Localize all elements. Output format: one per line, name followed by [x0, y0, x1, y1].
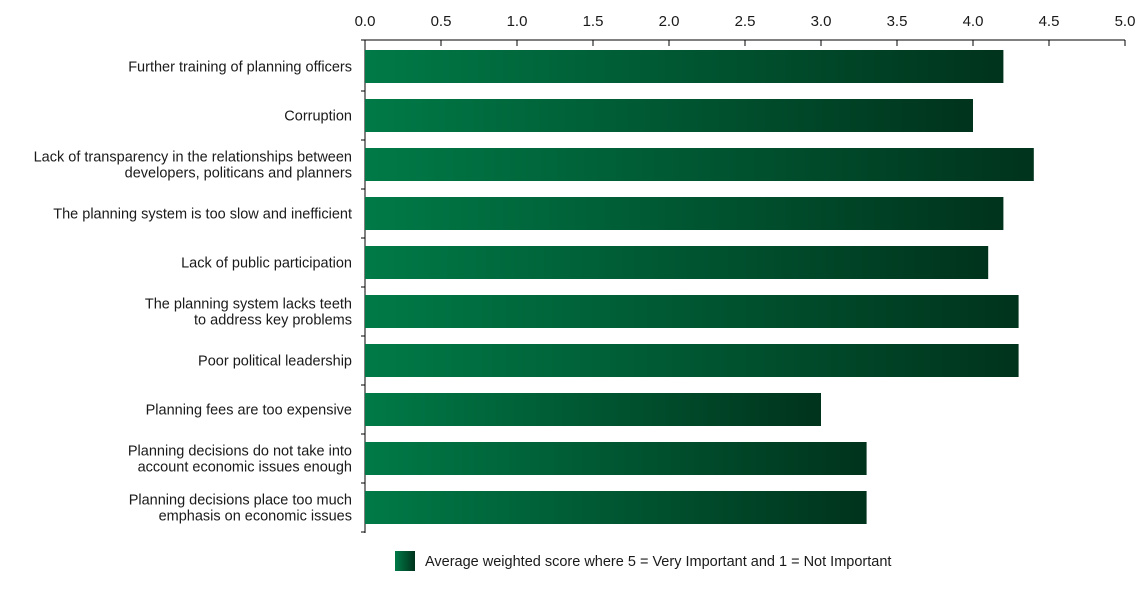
- bar: [365, 148, 1034, 181]
- legend-label: Average weighted score where 5 = Very Im…: [425, 554, 891, 570]
- x-tick-label: 4.5: [1039, 13, 1060, 30]
- bar: [365, 197, 1004, 230]
- bar: [365, 295, 1019, 328]
- x-tick-label: 5.0: [1115, 13, 1136, 30]
- category-label: emphasis on economic issues: [159, 509, 352, 525]
- category-label: Corruption: [284, 109, 352, 125]
- bar: [365, 99, 973, 132]
- bar: [365, 246, 989, 279]
- category-label: developers, politicans and planners: [125, 166, 352, 182]
- category-label: Further training of planning officers: [128, 60, 352, 76]
- category-label: Planning decisions do not take into: [128, 444, 352, 460]
- x-tick-label: 4.0: [963, 13, 984, 30]
- x-tick-label: 0.5: [431, 13, 452, 30]
- category-label: The planning system lacks teeth: [145, 297, 352, 313]
- x-tick-label: 1.0: [507, 13, 528, 30]
- category-labels: Further training of planning officers Cor…: [34, 60, 352, 525]
- bar: [365, 344, 1019, 377]
- x-tick-label: 3.5: [887, 13, 908, 30]
- category-label: Planning decisions place too much: [129, 493, 352, 509]
- bars: [365, 50, 1034, 524]
- category-label: The planning system is too slow and inef…: [53, 207, 352, 223]
- x-tick-label: 0.0: [355, 13, 376, 30]
- x-tick-label: 2.0: [659, 13, 680, 30]
- x-tick-label: 1.5: [583, 13, 604, 30]
- legend: Average weighted score where 5 = Very Im…: [395, 551, 891, 571]
- x-tick-label: 2.5: [735, 13, 756, 30]
- bar: [365, 50, 1004, 83]
- category-label: account economic issues enough: [138, 460, 352, 476]
- bar: [365, 491, 867, 524]
- x-tick-label: 3.0: [811, 13, 832, 30]
- category-label: Poor political leadership: [198, 354, 352, 370]
- legend-swatch: [395, 551, 415, 571]
- category-label: Lack of transparency in the relationship…: [34, 150, 352, 166]
- bar: [365, 442, 867, 475]
- bar: [365, 393, 821, 426]
- category-label: Lack of public participation: [181, 256, 352, 272]
- category-label: to address key problems: [194, 313, 352, 329]
- category-label: Planning fees are too expensive: [146, 403, 352, 419]
